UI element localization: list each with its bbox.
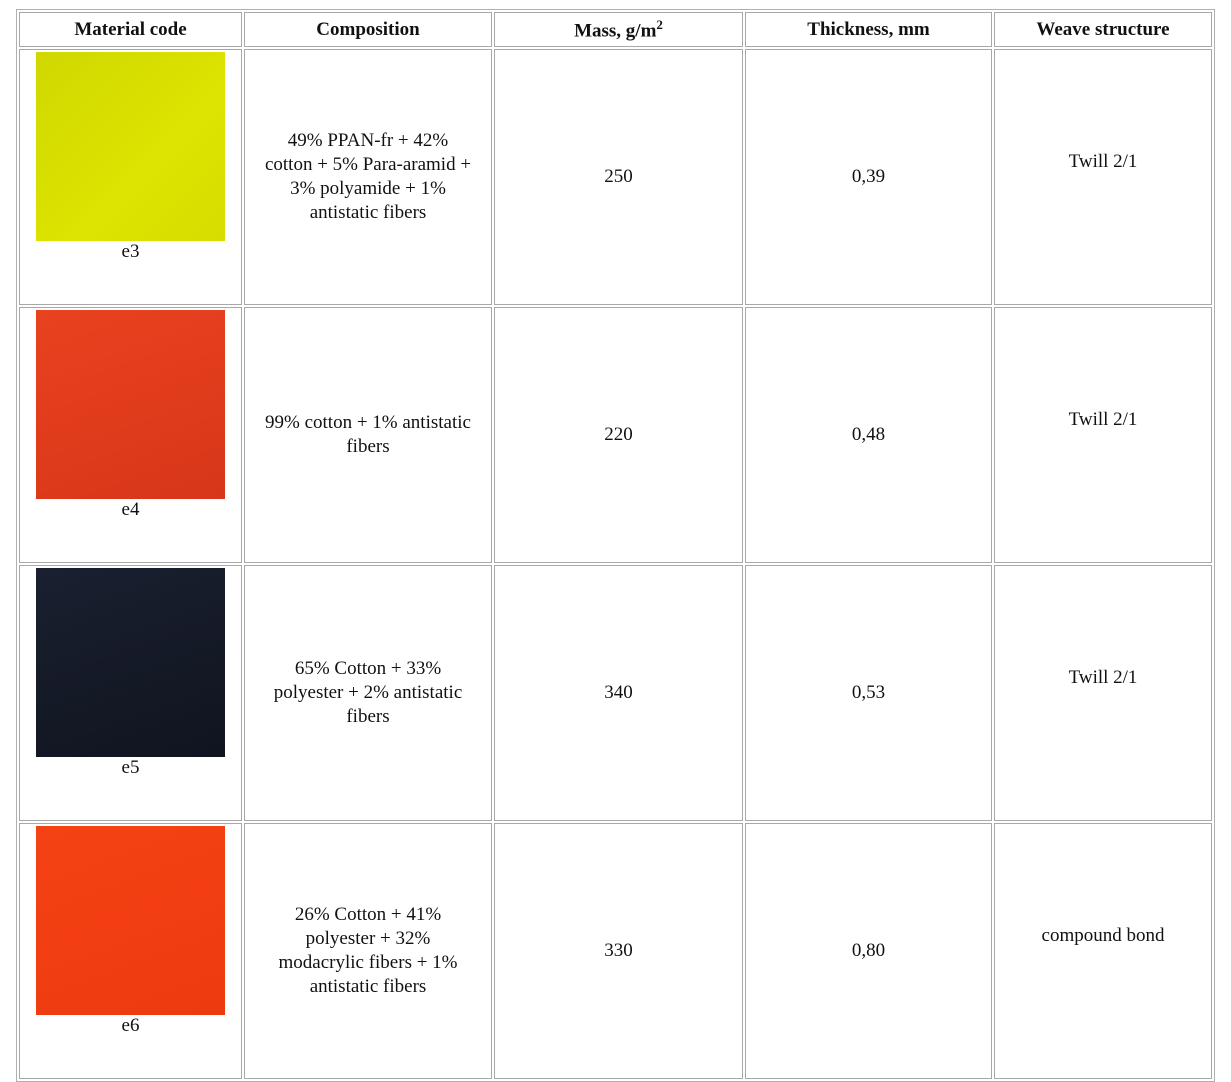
thickness-cell: 0,53 [745, 565, 992, 821]
mass-cell: 250 [494, 49, 743, 305]
fabric-swatch [36, 568, 225, 757]
data-row: e6 26% Cotton + 41% polyester + 32% modac… [19, 823, 1212, 1079]
header-cell: Weave structure [994, 12, 1212, 47]
header-text: Mass, g/m [574, 20, 657, 42]
thickness-cell: 0,80 [745, 823, 992, 1079]
page-body: Material code Composition Mass, g/m2 Thi… [16, 9, 1215, 1082]
weave-cell: Twill 2/1 [994, 49, 1212, 305]
code-cell: e6 [19, 823, 242, 1079]
weave-cell: compound bond [994, 823, 1212, 1079]
data-row: e4 99% cotton + 1% antistatic fibers 220 0,… [19, 307, 1212, 563]
material-code: e6 [121, 1015, 140, 1036]
code-cell: e4 [19, 307, 242, 563]
header-cell: Thickness, mm [745, 12, 992, 47]
code-cell: e5 [19, 565, 242, 821]
data-row: e5 65% Cotton + 33% polyester + 2% antist… [19, 565, 1212, 821]
composition-text: 99% cotton + 1% antistatic fibers [265, 412, 471, 457]
table-head: Material code Composition Mass, g/m2 Thi… [19, 12, 1212, 47]
composition-cell: 26% Cotton + 41% polyester + 32% modacry… [244, 823, 492, 1079]
composition-cell: 49% PPAN-fr + 42% cotton + 5% Para-arami… [244, 49, 492, 305]
header-sup: 2 [656, 16, 663, 32]
mass-cell: 220 [494, 307, 743, 563]
header-cell: Mass, g/m2 [494, 12, 743, 47]
weave-cell: Twill 2/1 [994, 565, 1212, 821]
mass-cell: 340 [494, 565, 743, 821]
code-cell: e3 [19, 49, 242, 305]
table-body: e3 49% PPAN-fr + 42% cotton + 5% Para-ara… [19, 49, 1212, 1079]
header-cell: Material code [19, 12, 242, 47]
page: Materials table {"table": { "header": ["… [16, 9, 1215, 1082]
fabric-swatch [36, 310, 225, 499]
fabric-swatch [36, 52, 225, 241]
composition-cell: 65% Cotton + 33% polyester + 2% antistat… [244, 565, 492, 821]
material-code: e3 [121, 241, 140, 262]
weave-cell: Twill 2/1 [994, 307, 1212, 563]
thickness-cell: 0,39 [745, 49, 992, 305]
mass-cell: 330 [494, 823, 743, 1079]
material-code: e4 [121, 499, 140, 520]
composition-cell: 99% cotton + 1% antistatic fibers [244, 307, 492, 563]
header-cell: Composition [244, 12, 492, 47]
composition-text: 26% Cotton + 41% polyester + 32% modacry… [278, 904, 458, 997]
composition-text: 65% Cotton + 33% polyester + 2% antistat… [273, 658, 463, 727]
header-row: Material code Composition Mass, g/m2 Thi… [19, 12, 1212, 47]
data-row: e3 49% PPAN-fr + 42% cotton + 5% Para-ara… [19, 49, 1212, 305]
thickness-cell: 0,48 [745, 307, 992, 563]
composition-text: 49% PPAN-fr + 42% cotton + 5% Para-arami… [264, 130, 472, 223]
fabric-swatch [36, 826, 225, 1015]
materials-table: Material code Composition Mass, g/m2 Thi… [16, 9, 1215, 1082]
material-code: e5 [121, 757, 140, 778]
